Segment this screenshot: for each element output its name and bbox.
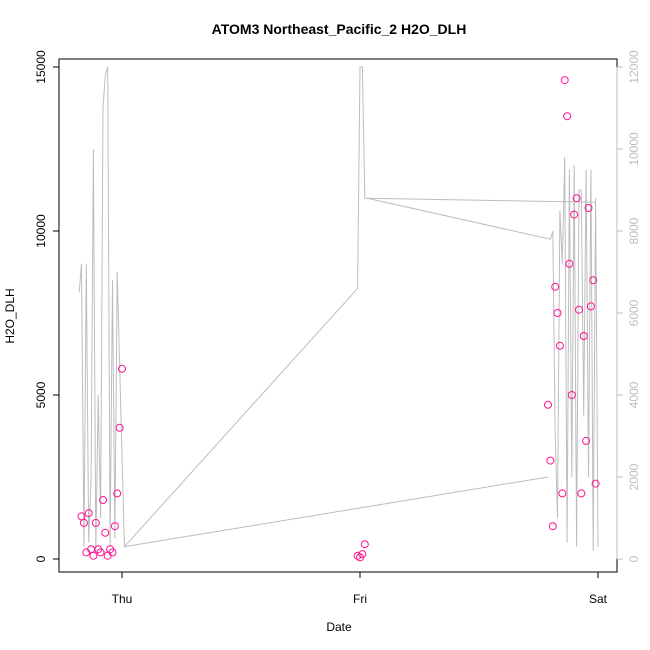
x-tick-label: Sat <box>589 592 608 606</box>
data-point <box>555 341 564 350</box>
data-point <box>108 548 117 557</box>
data-point <box>358 550 367 559</box>
data-point <box>567 391 576 399</box>
data-point <box>584 204 593 212</box>
chart-title: ATOM3 Northeast_Pacific_2 H2O_DLH <box>212 21 467 37</box>
altitude-line <box>78 66 599 551</box>
y2-tick-label: 0 <box>627 555 641 562</box>
y-tick-label: 0 <box>34 555 48 562</box>
x-axis-label: Date <box>326 620 352 634</box>
data-point <box>546 456 555 465</box>
data-point <box>110 522 119 531</box>
data-point <box>353 551 362 560</box>
data-layer <box>77 66 600 562</box>
y2-tick-label: 8000 <box>627 217 641 244</box>
data-point <box>589 276 598 285</box>
data-point <box>560 76 569 85</box>
data-point <box>91 518 100 527</box>
data-point <box>579 332 588 340</box>
altitude-connector-line <box>124 476 549 548</box>
y2-tick-label: 12000 <box>627 50 641 84</box>
bottom-axis: Thu Fri Sat <box>112 572 608 606</box>
data-point <box>548 522 557 531</box>
data-point <box>89 551 98 560</box>
data-point <box>551 282 560 291</box>
data-point <box>558 489 567 498</box>
y2-tick-label: 2000 <box>627 463 641 490</box>
data-point <box>591 479 600 488</box>
right-axis: 0 2000 4000 6000 8000 10000 12000 <box>616 50 641 562</box>
data-point <box>103 551 112 560</box>
data-point <box>577 489 586 498</box>
data-point <box>96 548 105 557</box>
data-point <box>115 423 124 432</box>
x-tick-label: Thu <box>112 592 133 606</box>
data-point <box>544 400 552 409</box>
y-axis-label: H2O_DLH <box>3 288 17 343</box>
data-point <box>101 528 110 537</box>
data-point <box>586 302 595 311</box>
data-point <box>360 540 369 549</box>
y-tick-label: 10000 <box>34 214 48 248</box>
plot-frame <box>58 58 618 573</box>
x-tick-label: Fri <box>353 592 367 606</box>
data-point <box>118 364 126 373</box>
data-point <box>79 518 88 527</box>
left-axis: 0 5000 10000 15000 <box>34 50 59 562</box>
data-point <box>113 489 122 498</box>
y-tick-label: 15000 <box>34 50 48 84</box>
altitude-connector-line <box>367 197 596 203</box>
data-point <box>570 210 579 219</box>
y2-tick-label: 4000 <box>627 381 641 408</box>
data-point <box>572 194 581 203</box>
data-point <box>582 436 591 445</box>
y2-tick-label: 10000 <box>627 132 641 166</box>
y2-tick-label: 6000 <box>627 299 641 326</box>
data-point <box>565 259 574 268</box>
data-point <box>99 496 107 504</box>
data-point <box>575 305 583 314</box>
data-point <box>563 112 572 121</box>
y-tick-label: 5000 <box>34 381 48 408</box>
data-point <box>553 309 562 317</box>
data-point <box>84 509 93 518</box>
